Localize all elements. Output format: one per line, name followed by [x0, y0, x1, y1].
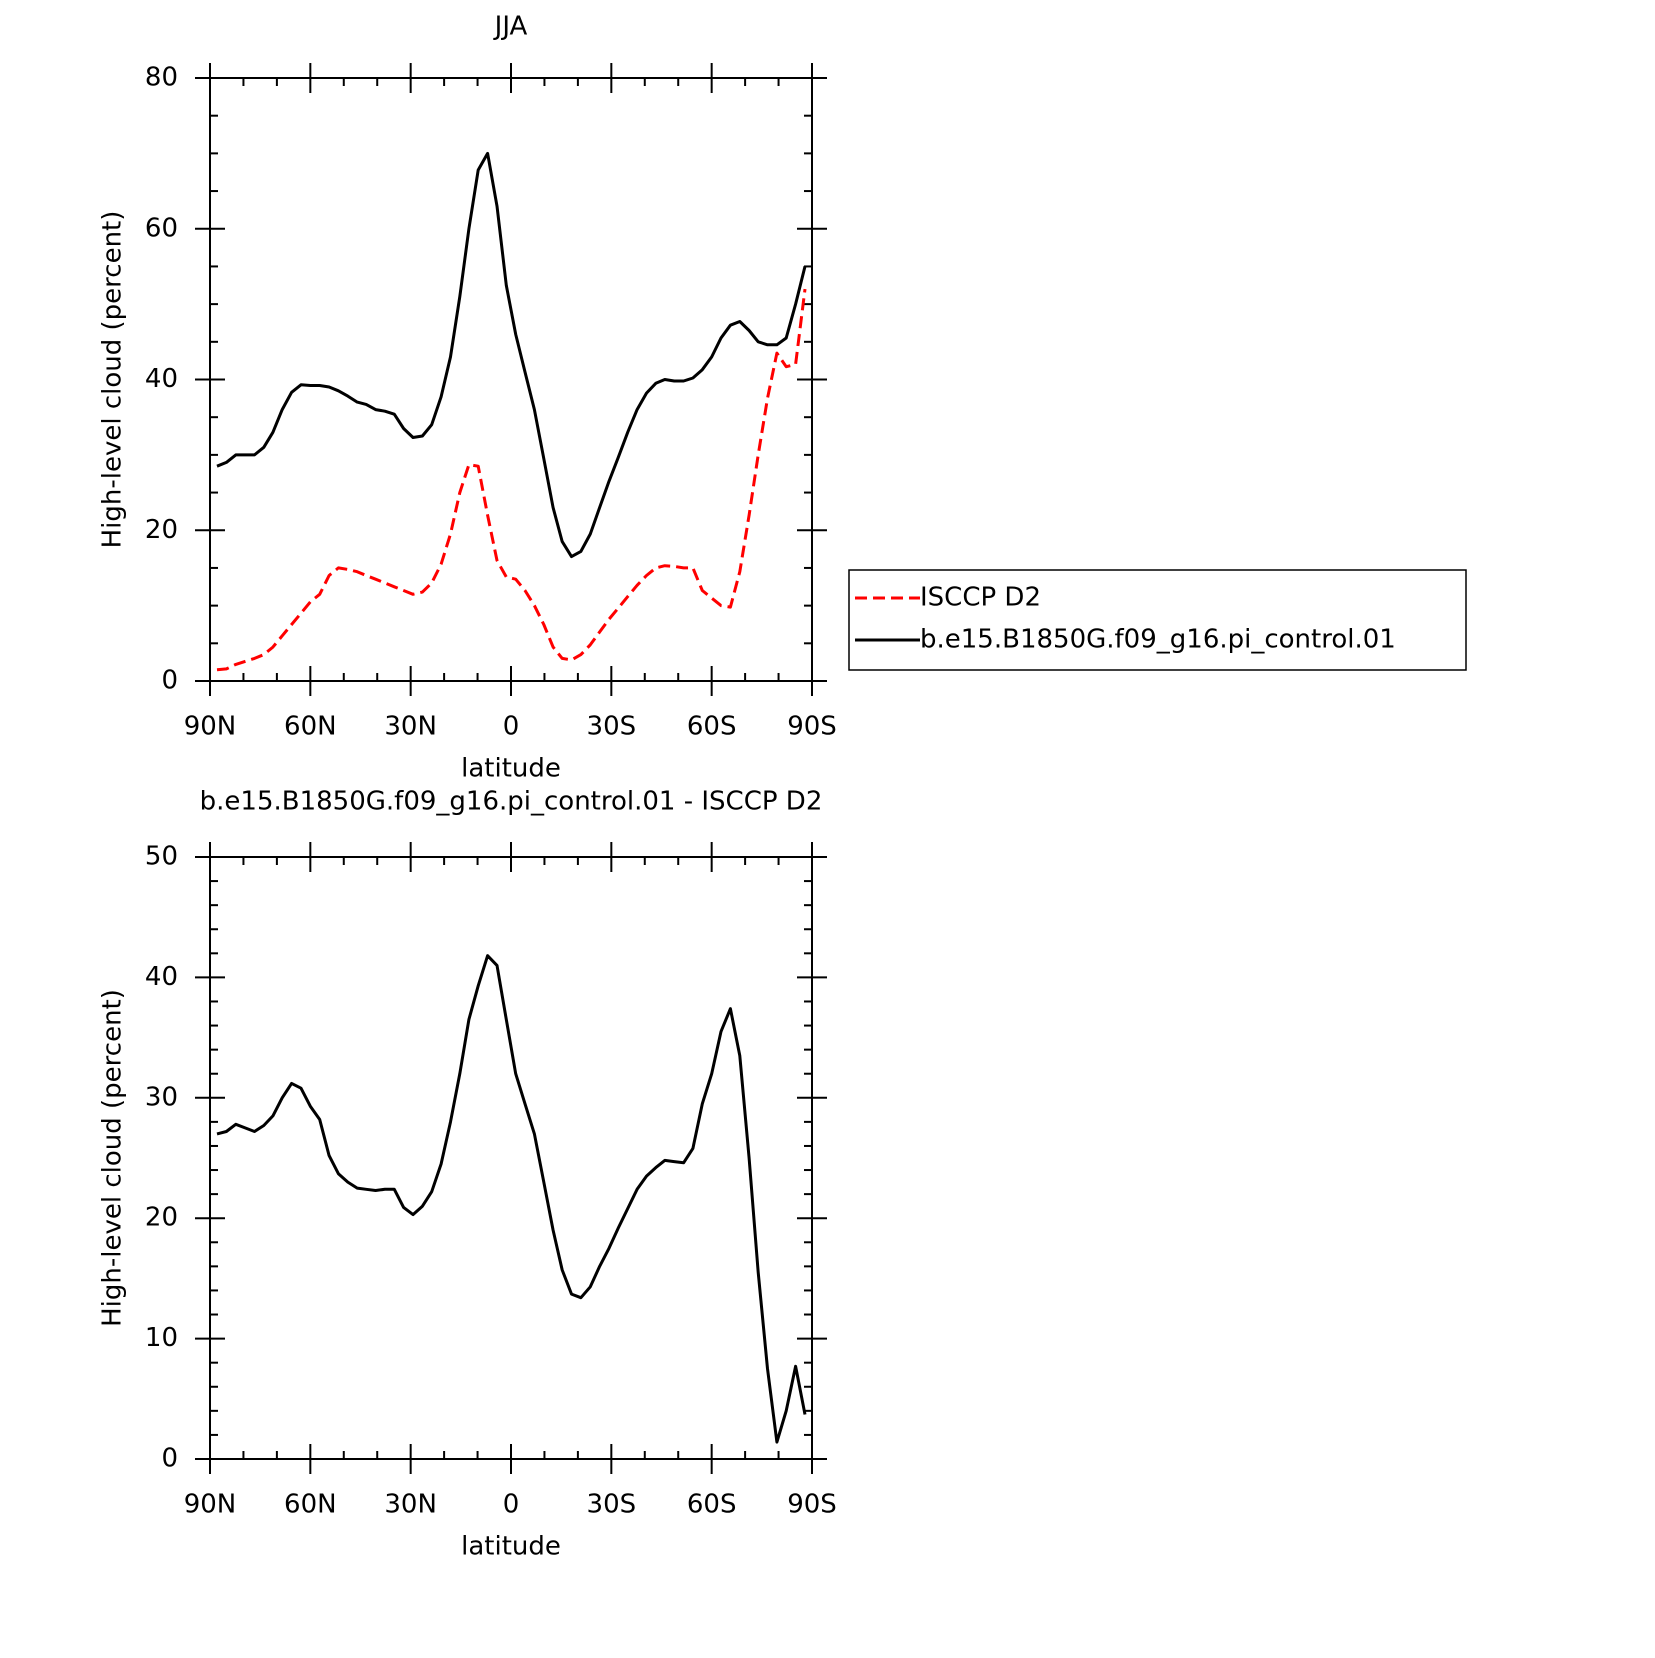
- data-line: [216, 151, 807, 559]
- x-tick-label: 90N: [184, 712, 237, 742]
- y-tick-label: 80: [145, 63, 178, 93]
- x-tick-label: 90S: [787, 1490, 837, 1520]
- x-tick-label: 30S: [587, 1490, 637, 1520]
- x-tick-label: 60N: [284, 1490, 337, 1520]
- y-axis-label: High-level cloud (percent): [98, 211, 128, 549]
- y-tick-label: 40: [145, 364, 178, 394]
- y-tick-label: 20: [145, 1203, 178, 1233]
- data-line: [216, 288, 807, 672]
- y-tick-label: 40: [145, 962, 178, 992]
- x-tick-label: 0: [503, 1490, 520, 1520]
- y-tick-label: 50: [145, 842, 178, 872]
- x-tick-label: 30N: [384, 1490, 437, 1520]
- legend-label: b.e15.B1850G.f09_g16.pi_control.01: [920, 625, 1396, 655]
- x-tick-label: 60N: [284, 712, 337, 742]
- legend-label: ISCCP D2: [920, 583, 1041, 613]
- legend-box: [848, 569, 1467, 671]
- y-tick-label: 0: [161, 1444, 178, 1474]
- x-tick-label: 30S: [587, 712, 637, 742]
- x-axis-label: latitude: [461, 754, 561, 784]
- plot-frame: [209, 77, 813, 682]
- x-tick-label: 60S: [687, 712, 737, 742]
- chart-title: b.e15.B1850G.f09_g16.pi_control.01 - ISC…: [200, 787, 823, 817]
- y-tick-label: 60: [145, 213, 178, 243]
- y-tick-label: 10: [145, 1323, 178, 1353]
- x-tick-label: 0: [503, 712, 520, 742]
- y-tick-label: 20: [145, 515, 178, 545]
- data-line: [216, 954, 807, 1444]
- y-axis-label: High-level cloud (percent): [98, 989, 128, 1327]
- x-axis-label: latitude: [461, 1532, 561, 1562]
- chart-title: JJA: [493, 12, 528, 42]
- y-tick-label: 0: [161, 666, 178, 696]
- y-tick-label: 30: [145, 1082, 178, 1112]
- x-tick-label: 30N: [384, 712, 437, 742]
- x-tick-label: 90S: [787, 712, 837, 742]
- plot-frame: [209, 856, 813, 1460]
- x-tick-label: 60S: [687, 1490, 737, 1520]
- x-tick-label: 90N: [184, 1490, 237, 1520]
